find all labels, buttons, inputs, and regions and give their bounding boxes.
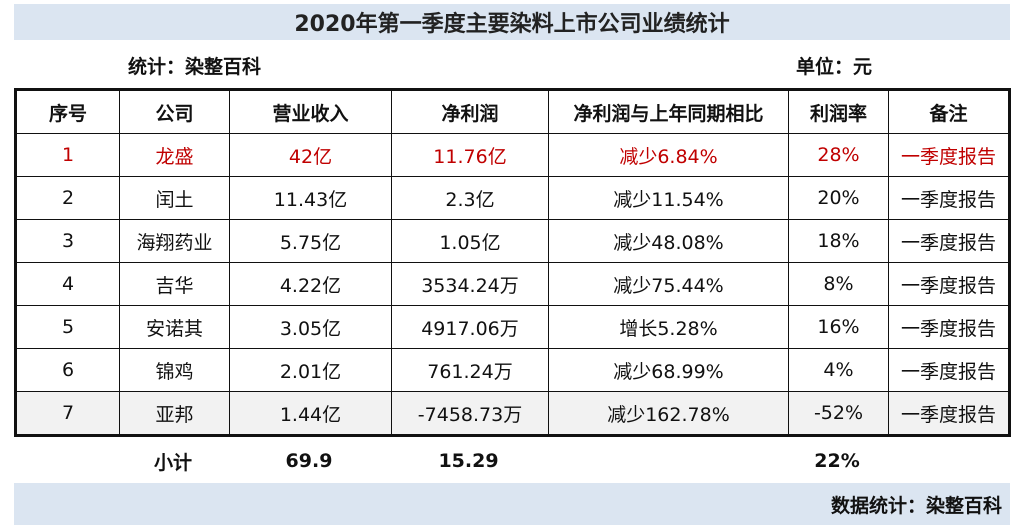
cell-company: 安诺其 [119,305,230,349]
report-title: 2020年第一季度主要染料上市公司业绩统计 [294,12,730,37]
table-row: 5 安诺其 3.05亿 4917.06万 增长5.28% 16% 一季度报告 [15,305,1010,349]
table-row: 6 锦鸡 2.01亿 761.24万 减少68.99% 4% 一季度报告 [15,348,1010,392]
cell-net-profit: 2.3亿 [391,176,549,220]
cell-margin: 8% [788,262,889,306]
unit-label: 单位：元 [796,56,873,78]
cell-margin: -52% [788,391,889,436]
cell-index: 1 [15,133,120,177]
cell-yoy-change: 减少68.99% [548,348,789,392]
cell-revenue: 1.44亿 [229,391,392,436]
cell-margin: 28% [788,133,889,177]
cell-net-profit: 11.76亿 [391,133,549,177]
summary-margin: 22% [814,450,860,472]
summary-revenue-total: 69.9 [285,450,333,472]
cell-net-profit: 4917.06万 [391,305,549,349]
cell-net-profit: -7458.73万 [391,391,549,436]
cell-margin: 18% [788,219,889,263]
table-row: 3 海翔药业 5.75亿 1.05亿 减少48.08% 18% 一季度报告 [15,219,1010,263]
cell-yoy-change: 减少11.54% [548,176,789,220]
cell-revenue: 5.75亿 [229,219,392,263]
table-header-row: 序号 公司 营业收入 净利润 净利润与上年同期相比 利润率 备注 [15,89,1010,134]
header-revenue: 营业收入 [229,89,392,134]
cell-remark: 一季度报告 [888,305,1010,349]
cell-remark: 一季度报告 [888,176,1010,220]
stats-source: 统计：染整百科 [128,56,262,78]
cell-yoy-change: 增长5.28% [548,305,789,349]
cell-yoy-change: 减少75.44% [548,262,789,306]
summary-profit-total: 15.29 [438,450,499,472]
cell-company: 闰土 [119,176,230,220]
header-yoy-change: 净利润与上年同期相比 [548,89,789,134]
table-row: 2 闰土 11.43亿 2.3亿 减少11.54% 20% 一季度报告 [15,176,1010,220]
cell-revenue: 42亿 [229,133,392,177]
cell-index: 6 [15,348,120,392]
table-row: 4 吉华 4.22亿 3534.24万 减少75.44% 8% 一季度报告 [15,262,1010,306]
cell-remark: 一季度报告 [888,133,1010,177]
header-net-profit: 净利润 [391,89,549,134]
header-remark: 备注 [888,89,1010,134]
footer-source: 数据统计：染整百科 [830,494,1002,517]
cell-index: 2 [15,176,120,220]
cell-net-profit: 761.24万 [391,348,549,392]
cell-remark: 一季度报告 [888,262,1010,306]
report-title-bar: 2020年第一季度主要染料上市公司业绩统计 [14,4,1010,40]
cell-revenue: 11.43亿 [229,176,392,220]
cell-yoy-change: 减少6.84% [548,133,789,177]
cell-index: 7 [15,391,120,436]
header-company: 公司 [119,89,230,134]
cell-remark: 一季度报告 [888,391,1010,436]
cell-index: 4 [15,262,120,306]
cell-index: 5 [15,305,120,349]
footer-bar: 数据统计：染整百科 [14,483,1010,525]
summary-label: 小计 [153,451,192,474]
cell-yoy-change: 减少48.08% [548,219,789,263]
cell-remark: 一季度报告 [888,219,1010,263]
header-index: 序号 [15,89,120,134]
cell-revenue: 2.01亿 [229,348,392,392]
cell-company: 亚邦 [119,391,230,436]
header-margin: 利润率 [788,89,889,134]
cell-margin: 20% [788,176,889,220]
cell-net-profit: 3534.24万 [391,262,549,306]
table-row: 1 龙盛 42亿 11.76亿 减少6.84% 28% 一季度报告 [15,133,1010,177]
cell-remark: 一季度报告 [888,348,1010,392]
cell-company: 海翔药业 [119,219,230,263]
performance-table: 序号 公司 营业收入 净利润 净利润与上年同期相比 利润率 备注 1 龙盛 42… [14,88,1011,437]
cell-index: 3 [15,219,120,263]
table-row: 7 亚邦 1.44亿 -7458.73万 减少162.78% -52% 一季度报… [15,391,1010,436]
cell-company: 锦鸡 [119,348,230,392]
cell-revenue: 4.22亿 [229,262,392,306]
cell-margin: 4% [788,348,889,392]
cell-net-profit: 1.05亿 [391,219,549,263]
cell-margin: 16% [788,305,889,349]
cell-company: 龙盛 [119,133,230,177]
cell-company: 吉华 [119,262,230,306]
cell-revenue: 3.05亿 [229,305,392,349]
cell-yoy-change: 减少162.78% [548,391,789,436]
summary-row: 小计 69.9 15.29 22% [14,441,1008,481]
